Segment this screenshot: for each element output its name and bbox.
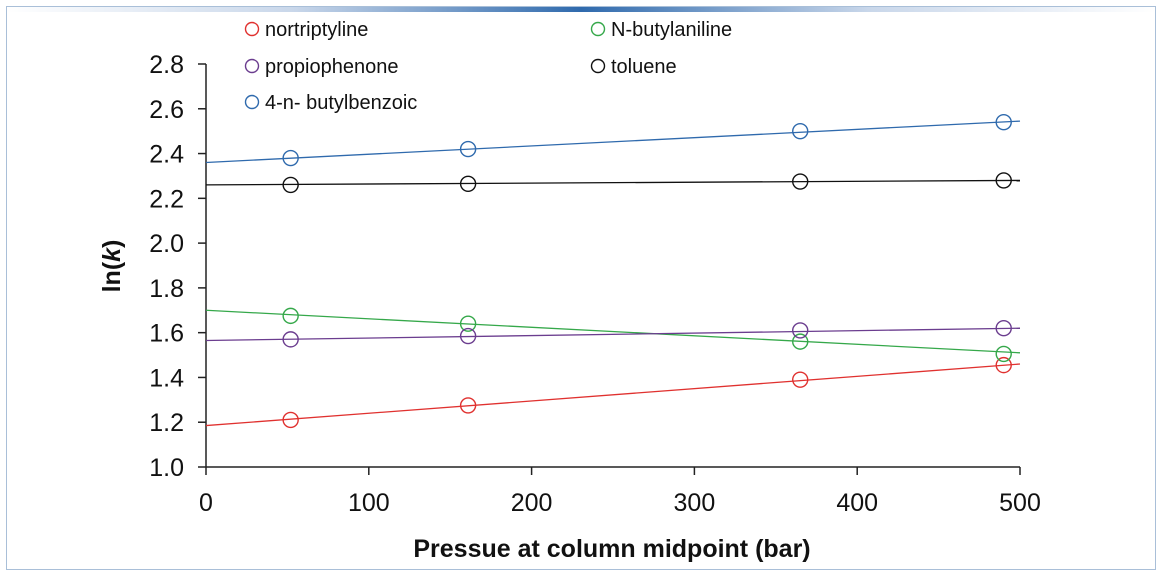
data-point-toluene bbox=[792, 173, 809, 190]
data-point-nortriptyline bbox=[792, 371, 809, 388]
legend-marker-propiophenone bbox=[244, 58, 260, 74]
data-point-nortriptyline bbox=[459, 397, 477, 414]
legend-label-toluene: toluene bbox=[611, 56, 677, 78]
legend-label-n-butylaniline: N-butylaniline bbox=[611, 19, 732, 41]
data-point-n-butylaniline bbox=[792, 333, 809, 350]
axes: 1.0 1.2 1.4 1.6 1.8 2.0 2.2 2.4 2.6 2.8 0 100 200 300… bbox=[149, 51, 1041, 517]
legend-marker-4-n-butylbenzoic bbox=[244, 94, 260, 110]
y-tick-label: 2.0 bbox=[149, 230, 184, 258]
y-tick-label: 2.2 bbox=[149, 185, 184, 213]
legend-label-4-n-butylbenzoic: 4-n- butylbenzoic bbox=[265, 92, 417, 114]
fit-line-toluene bbox=[205, 179, 1021, 186]
data-point-propiophenone bbox=[282, 331, 299, 348]
y-tick-label: 1.8 bbox=[149, 275, 184, 303]
data-point-propiophenone bbox=[459, 327, 477, 345]
data-point-nortriptyline bbox=[282, 411, 299, 429]
data-point-propiophenone bbox=[995, 319, 1012, 337]
x-tick-label: 100 bbox=[348, 489, 390, 517]
data-point-toluene bbox=[995, 172, 1012, 189]
y-tick-label: 1.0 bbox=[149, 454, 184, 482]
legend-label-nortriptyline: nortriptyline bbox=[265, 19, 368, 41]
y-axis-title-suffix: ) bbox=[98, 240, 126, 248]
x-tick-label: 500 bbox=[999, 489, 1041, 517]
y-tick-label: 1.2 bbox=[149, 409, 184, 437]
data-point-4-n-butylbenzoic bbox=[792, 122, 809, 140]
y-tick-label: 2.4 bbox=[149, 141, 184, 169]
fit-line-nortriptyline bbox=[205, 363, 1021, 427]
x-tick-label: 300 bbox=[674, 489, 716, 517]
data-point-toluene bbox=[282, 176, 299, 194]
x-tick-label: 400 bbox=[836, 489, 878, 517]
data-point-n-butylaniline bbox=[459, 315, 477, 332]
fit-line-4-n-butylbenzoic bbox=[205, 120, 1021, 164]
data-point-toluene bbox=[459, 175, 477, 192]
fit-line-propiophenone bbox=[205, 327, 1021, 342]
y-axis-title-prefix: ln( bbox=[98, 261, 126, 292]
data-point-propiophenone bbox=[792, 322, 809, 339]
legend: nortriptyline N-butylaniline propiophenone… bbox=[244, 19, 732, 114]
y-tick-label: 1.4 bbox=[149, 364, 184, 392]
y-axis-title: ln(k) bbox=[98, 240, 126, 293]
x-tick-label: 200 bbox=[511, 489, 553, 517]
legend-marker-toluene bbox=[590, 58, 606, 74]
header-accent-bar bbox=[6, 6, 1156, 12]
fit-lines bbox=[205, 120, 1021, 427]
chart-frame bbox=[6, 6, 1156, 570]
y-tick-label: 2.6 bbox=[149, 96, 184, 124]
data-point-4-n-butylbenzoic bbox=[995, 114, 1012, 131]
legend-marker-n-butylaniline bbox=[590, 21, 606, 37]
fit-line-n-butylaniline bbox=[205, 309, 1021, 354]
data-point-nortriptyline bbox=[995, 356, 1012, 374]
legend-label-propiophenone: propiophenone bbox=[265, 56, 398, 78]
data-point-n-butylaniline bbox=[282, 307, 299, 325]
y-tick-label: 1.6 bbox=[149, 320, 184, 348]
x-axis-title: Pressue at column midpoint (bar) bbox=[413, 535, 810, 563]
data-points bbox=[282, 114, 1012, 429]
data-point-4-n-butylbenzoic bbox=[459, 140, 477, 158]
data-point-4-n-butylbenzoic bbox=[282, 149, 299, 167]
x-tick-label: 0 bbox=[199, 489, 213, 517]
legend-marker-nortriptyline bbox=[244, 21, 260, 37]
y-axis-title-variable: k bbox=[98, 247, 126, 262]
data-point-n-butylaniline bbox=[995, 345, 1012, 363]
y-tick-label: 2.8 bbox=[149, 51, 184, 79]
